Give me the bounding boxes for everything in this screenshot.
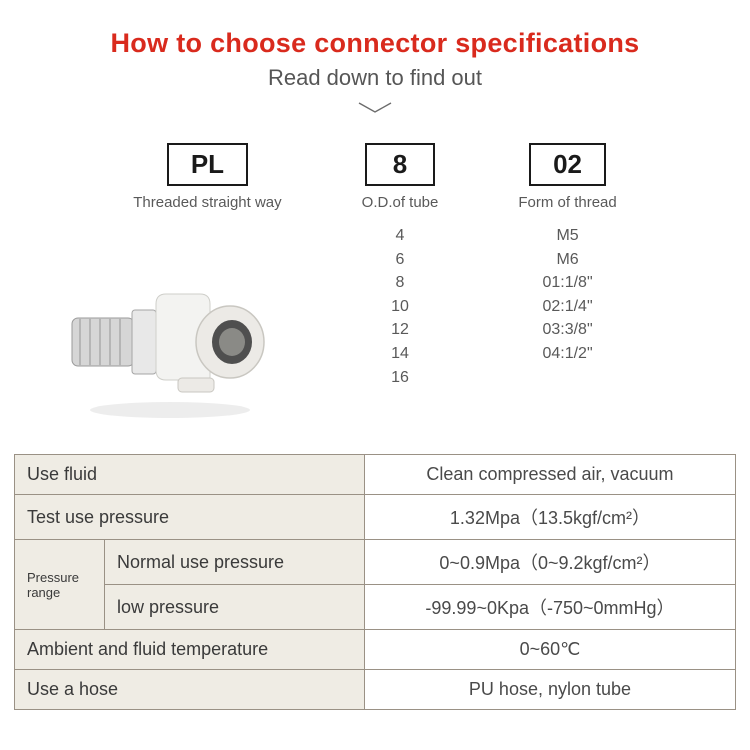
label-test-pressure: Test use pressure [15,495,365,540]
thread-value: M6 [556,249,578,271]
value-hose: PU hose, nylon tube [364,670,735,710]
thread-value: 04:1/2" [542,343,592,365]
spec-label-od: O.D.of tube [362,194,439,211]
header: How to choose connector specifications R… [0,0,750,115]
table-row: Ambient and fluid temperature 0~60℃ [15,630,736,670]
spec-col-od: 8 O.D.of tube 4 6 8 10 12 14 16 [362,143,439,388]
label-normal-pressure: Normal use pressure [105,540,365,585]
product-image [60,260,280,420]
thread-value: 03:3/8" [542,319,592,341]
spec-values-thread: M5 M6 01:1/8" 02:1/4" 03:3/8" 04:1/2" [542,225,592,365]
table-row: Test use pressure 1.32Mpa（13.5kgf/cm²） [15,495,736,540]
value-low-pressure: -99.99~0Kpa（-750~0mmHg） [364,585,735,630]
spec-box-thread: 02 [529,143,606,186]
label-use-fluid: Use fluid [15,455,365,495]
chevron-down-icon [355,101,395,115]
page-subtitle: Read down to find out [0,65,750,91]
spec-box-od: 8 [365,143,435,186]
spec-label-type: Threaded straight way [133,194,281,211]
thread-value: M5 [556,225,578,247]
spec-table: Use fluid Clean compressed air, vacuum T… [14,454,736,710]
od-value: 10 [391,296,409,318]
spec-values-od: 4 6 8 10 12 14 16 [391,225,409,388]
table-row: Use fluid Clean compressed air, vacuum [15,455,736,495]
od-value: 8 [396,272,405,294]
table-row: Use a hose PU hose, nylon tube [15,670,736,710]
spec-col-thread: 02 Form of thread M5 M6 01:1/8" 02:1/4" … [518,143,616,388]
spec-box-type: PL [167,143,248,186]
od-value: 4 [396,225,405,247]
label-temperature: Ambient and fluid temperature [15,630,365,670]
value-test-pressure: 1.32Mpa（13.5kgf/cm²） [364,495,735,540]
od-value: 14 [391,343,409,365]
label-pressure-range: Pressure range [15,540,105,630]
od-value: 6 [396,249,405,271]
od-value: 16 [391,367,409,389]
value-normal-pressure: 0~0.9Mpa（0~9.2kgf/cm²） [364,540,735,585]
thread-value: 01:1/8" [542,272,592,294]
label-low-pressure: low pressure [105,585,365,630]
value-temperature: 0~60℃ [364,630,735,670]
table-row: Pressure range Normal use pressure 0~0.9… [15,540,736,585]
page-title: How to choose connector specifications [0,28,750,59]
table-row: low pressure -99.99~0Kpa（-750~0mmHg） [15,585,736,630]
label-hose: Use a hose [15,670,365,710]
thread-value: 02:1/4" [542,296,592,318]
spec-label-thread: Form of thread [518,194,616,211]
od-value: 12 [391,319,409,341]
value-use-fluid: Clean compressed air, vacuum [364,455,735,495]
